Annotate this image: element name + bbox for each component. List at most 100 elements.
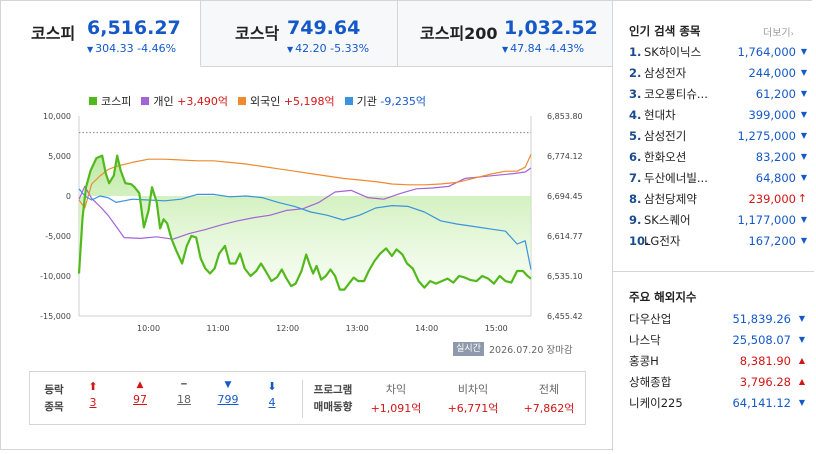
index-tabs: 코스피 6,516.27 ▼ 304.33 -4.46% 코스닥 749.64 ▼… [1, 1, 612, 67]
stock-name[interactable]: 한화오션 [644, 149, 687, 164]
stock-name[interactable]: 코오롱티슈... [644, 86, 708, 101]
limit-down-count[interactable]: 4 [268, 396, 276, 409]
program-arbitrage: 차익 +1,091억 [370, 383, 422, 415]
x-tick-label: 11:00 [207, 324, 230, 333]
flat-count[interactable]: 18 [177, 393, 191, 406]
stock-price: 167,200 [748, 233, 796, 248]
fall-item[interactable]: ▼ 799 [213, 380, 243, 406]
limit-down-item[interactable]: ⬇ 4 [262, 380, 282, 409]
rise-item[interactable]: ▲ 97 [128, 380, 152, 406]
down-triangle-icon: ▼ [798, 314, 805, 323]
stock-name[interactable]: 삼성전자 [644, 65, 687, 80]
program-total: 전체 +7,862억 [523, 383, 575, 415]
y-left-tick-label: 0 [66, 192, 71, 201]
down-triangle-icon: ▼ [800, 89, 807, 98]
popular-stock-row[interactable]: 2. 삼성전자 244,000 ▼ [629, 62, 807, 83]
popular-stock-row[interactable]: 8. 삼천당제약 239,000 ↑ [629, 188, 807, 209]
tab-kospi[interactable]: 코스피 6,516.27 ▼ 304.33 -4.46% [1, 1, 201, 67]
rank-number: 10. [629, 233, 650, 248]
rank-number: 5. [629, 128, 642, 143]
more-link[interactable]: 더보기› [763, 28, 794, 39]
stock-price: 1,764,000 [737, 44, 796, 59]
popular-stock-row[interactable]: 7. 두산에너빌... 64,800 ▼ [629, 167, 807, 188]
up-triangle-icon: ▲ [136, 380, 144, 390]
rank-number: 4. [629, 107, 642, 122]
y-right-tick-label: 6,455.42 [547, 312, 583, 321]
legend-item-foreign[interactable]: 외국인 +5,198억 [237, 93, 335, 109]
world-index-row[interactable]: 나스닥 25,508.07 ▼ [629, 329, 805, 350]
index-name: 코스피 [31, 24, 76, 43]
limit-up-item[interactable]: ⬆ 3 [83, 380, 103, 409]
index-name: 코스피200 [420, 24, 498, 43]
popular-stock-row[interactable]: 10. LG전자 167,200 ▼ [629, 230, 807, 251]
down-triangle-icon: ▼ [800, 215, 807, 224]
series-line-institution [78, 188, 532, 270]
stock-name[interactable]: SK스퀘어 [644, 212, 691, 227]
popular-stock-row[interactable]: 3. 코오롱티슈... 61,200 ▼ [629, 83, 807, 104]
popular-search-title: 인기 검색 종목 [629, 24, 701, 38]
series-line-individual [78, 167, 532, 240]
world-index-row[interactable]: 상해종합 3,796.28 ▲ [629, 371, 805, 392]
popular-stock-row[interactable]: 1. SK하이닉스 1,764,000 ▼ [629, 41, 807, 62]
stock-name[interactable]: LG전자 [644, 233, 681, 248]
popular-stock-row[interactable]: 9. SK스퀘어 1,177,000 ▼ [629, 209, 807, 230]
index-name: 코스닥 [235, 24, 280, 43]
y-right-tick-label: 6,535.10 [547, 272, 583, 281]
stock-name[interactable]: 삼천당제약 [644, 191, 697, 206]
legend-swatch [237, 97, 246, 105]
world-index-price: 64,141.12 [732, 395, 791, 410]
stock-price: 1,275,000 [737, 128, 796, 143]
world-index-row[interactable]: 니케이225 64,141.12 ▼ [629, 392, 805, 413]
legend-item-kospi[interactable]: 코스피 [89, 93, 131, 109]
index-value: 1,032.52 [504, 17, 598, 39]
tab-kospi200[interactable]: 코스피200 1,032.52 ▼ 47.84 -4.43% [398, 1, 612, 67]
world-index-name[interactable]: 상해종합 [629, 374, 672, 389]
y-right-tick-label: 6,694.45 [547, 192, 583, 201]
legend-item-individual[interactable]: 개인 +3,490억 [141, 93, 228, 109]
up-triangle-icon: ▲ [798, 377, 805, 386]
world-index-name[interactable]: 홍콩H [629, 353, 659, 368]
y-left-tick-label: 5,000 [48, 152, 71, 161]
flat-item[interactable]: ━ 18 [172, 380, 196, 406]
stock-name[interactable]: 삼성전기 [644, 128, 687, 143]
chevron-right-icon: › [790, 29, 794, 38]
stock-price: 399,000 [748, 107, 796, 122]
limit-up-count[interactable]: 3 [89, 396, 97, 409]
fall-count[interactable]: 799 [217, 393, 239, 406]
world-index-name[interactable]: 나스닥 [629, 332, 661, 347]
world-index-price: 51,839.26 [732, 311, 791, 326]
popular-stock-row[interactable]: 6. 한화오션 83,200 ▼ [629, 146, 807, 167]
series-line-foreign [78, 154, 532, 209]
down-triangle-icon: ▼ [798, 335, 805, 344]
rank-number: 3. [629, 86, 642, 101]
legend-item-institution[interactable]: 기관 -9,235억 [344, 93, 426, 109]
world-index-price: 25,508.07 [732, 332, 791, 347]
index-change: ▼ 47.84 -4.43% [502, 42, 585, 55]
rank-number: 1. [629, 44, 642, 59]
down-triangle-icon: ▼ [800, 236, 807, 245]
series-area-kospi [79, 155, 531, 290]
world-index-name[interactable]: 다우산업 [629, 311, 672, 326]
stock-name[interactable]: 현대차 [644, 107, 676, 122]
down-triangle-icon: ▼ [800, 110, 807, 119]
stock-price: 239,000 [748, 191, 796, 206]
popular-stock-row[interactable]: 4. 현대차 399,000 ▼ [629, 104, 807, 125]
rank-number: 2. [629, 65, 642, 80]
stock-price: 1,177,000 [737, 212, 796, 227]
world-index-row[interactable]: 다우산업 51,839.26 ▼ [629, 308, 805, 329]
down-triangle-icon: ▼ [800, 152, 807, 161]
y-right-tick-label: 6,614.77 [547, 232, 583, 241]
world-index-row[interactable]: 홍콩H 8,381.90 ▲ [629, 350, 805, 371]
intraday-chart: 10,000 5,000 0 -5,000 -10,000 -15,000 6,853.80… [40, 112, 583, 333]
stock-name[interactable]: SK하이닉스 [644, 44, 702, 59]
x-tick-label: 12:00 [276, 324, 299, 333]
stock-price: 83,200 [755, 149, 796, 164]
stock-name[interactable]: 두산에너빌... [644, 170, 708, 185]
world-index-name[interactable]: 니케이225 [629, 395, 683, 410]
market-breadth-box: 등락 종목 ⬆ 3 ▲ 97 ━ 18 ▼ 799 ⬇ 4 프로그램 매매동향 차익… [29, 371, 586, 425]
tab-kosdaq[interactable]: 코스닥 749.64 ▼ 42.20 -5.33% [201, 1, 398, 67]
rise-count[interactable]: 97 [133, 393, 147, 406]
limit-up-icon: ⬆ [88, 380, 98, 393]
popular-stock-row[interactable]: 5. 삼성전기 1,275,000 ▼ [629, 125, 807, 146]
x-tick-label: 10:00 [137, 324, 160, 333]
